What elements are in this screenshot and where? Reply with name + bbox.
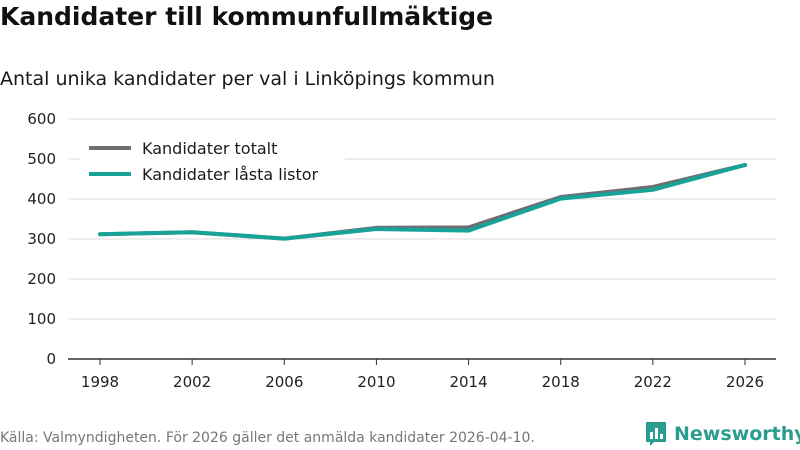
y-tick-label: 200 [27,270,56,288]
y-tick-label: 0 [46,350,56,368]
y-tick-label: 400 [27,190,56,208]
x-tick-label: 2018 [542,373,580,391]
brand-name: Newsworthy [674,423,800,445]
series-lines [98,163,747,241]
series-line-1 [98,163,747,241]
legend: Kandidater totalt Kandidater låsta listor [80,132,345,190]
y-tick-label: 600 [27,110,56,128]
y-axis-ticks: 0 100 200 300 400 500 600 [27,110,56,368]
source-note: Källa: Valmyndigheten. För 2026 gäller d… [0,430,535,446]
x-tick-label: 1998 [81,373,119,391]
x-tick-label: 2026 [726,373,764,391]
x-tick-label: 2014 [449,373,487,391]
y-tick-label: 300 [27,230,56,248]
newsworthy-logo[interactable]: Newsworthy [644,420,800,448]
x-tick-label: 2006 [265,373,303,391]
y-tick-label: 500 [27,150,56,168]
chart-subtitle: Antal unika kandidater per val i Linköpi… [0,68,495,90]
x-tick-label: 2010 [357,373,395,391]
legend-label: Kandidater låsta listor [142,165,319,184]
y-tick-label: 100 [27,310,56,328]
x-tick-label: 2022 [634,373,672,391]
newsworthy-logo-icon [646,422,666,446]
chart-title: Kandidater till kommunfullmäktige [0,2,494,31]
x-axis: 1998 2002 2006 2010 2014 2018 2022 2026 [68,358,776,391]
legend-background [80,132,345,190]
legend-label: Kandidater totalt [142,139,277,158]
line-chart: 0 100 200 300 400 500 600 1998 2002 2006 2010 2014… [27,110,776,391]
x-tick-label: 2002 [173,373,211,391]
